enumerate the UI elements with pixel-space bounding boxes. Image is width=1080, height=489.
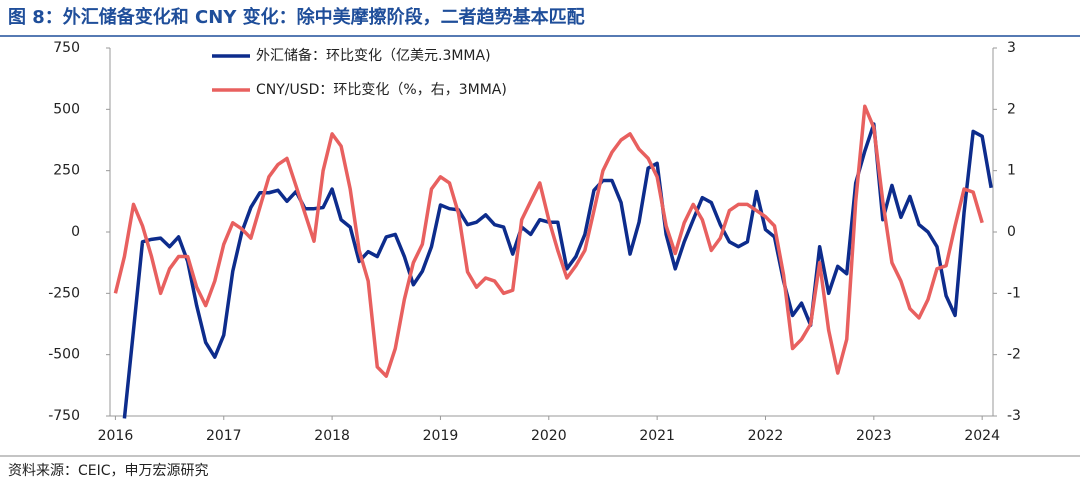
- y-tick-label: -750: [48, 408, 80, 424]
- x-tick-label: 2017: [206, 428, 242, 444]
- x-tick-label: 2024: [964, 428, 1000, 444]
- x-tick-label: 2016: [98, 428, 134, 444]
- y2-tick-label: 0: [1007, 224, 1016, 240]
- x-tick-label: 2022: [748, 428, 784, 444]
- x-tick-label: 2023: [856, 428, 892, 444]
- legend-label: CNY/USD：环比变化（%，右，3MMA): [256, 82, 507, 98]
- y2-tick-label: -2: [1007, 347, 1021, 363]
- y-tick-label: 250: [53, 163, 80, 179]
- x-tick-label: 2019: [423, 428, 459, 444]
- y2-tick-label: 2: [1007, 101, 1016, 117]
- series-line: [122, 122, 993, 419]
- y-tick-label: -250: [48, 285, 80, 301]
- y-tick-label: -500: [48, 347, 80, 363]
- y-tick-label: 0: [71, 224, 80, 240]
- x-tick-label: 2021: [639, 428, 675, 444]
- x-tick-label: 2018: [314, 428, 350, 444]
- x-tick-label: 2020: [531, 428, 567, 444]
- y-tick-label: 500: [53, 101, 80, 117]
- y-tick-label: 750: [53, 40, 80, 56]
- y2-tick-label: 1: [1007, 163, 1016, 179]
- y2-tick-label: 3: [1007, 40, 1016, 56]
- chart-title: 图 8：外汇储备变化和 CNY 变化：除中美摩擦阶段，二者趋势基本匹配: [8, 6, 585, 28]
- legend-label: 外汇储备：环比变化（亿美元.3MMA): [256, 47, 491, 64]
- series-line: [113, 104, 984, 378]
- y2-tick-label: -3: [1007, 408, 1021, 424]
- source: 资料来源：CEIC，申万宏源研究: [8, 463, 209, 479]
- y2-tick-label: -1: [1007, 285, 1021, 301]
